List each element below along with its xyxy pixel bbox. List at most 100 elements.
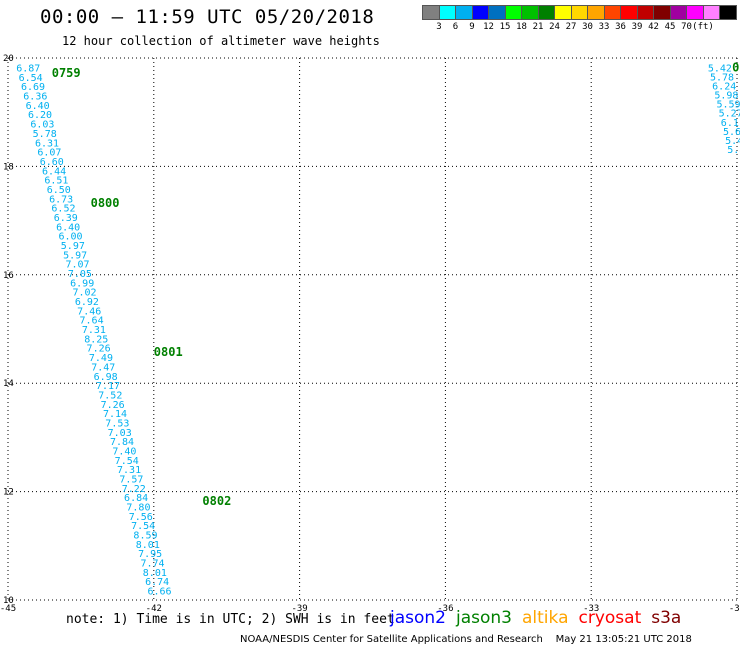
- swh-value: 6.52: [51, 204, 75, 215]
- swh-value-east: 5.59: [716, 100, 740, 111]
- swh-value: 7.57: [119, 475, 143, 486]
- swh-value: 6.98: [94, 372, 118, 383]
- satellite-label: cryosat: [578, 608, 642, 628]
- swh-value: 7.22: [122, 484, 146, 495]
- swh-value: 7.56: [129, 512, 153, 523]
- swh-value: 7.07: [65, 260, 89, 271]
- legend-tick-label: 15: [499, 22, 511, 32]
- swh-value: 7.47: [91, 362, 115, 373]
- legend-tick-label: 12: [483, 22, 494, 32]
- track-main-values: 6.876.546.696.366.406.206.035.786.316.07…: [16, 64, 171, 598]
- swh-value: 6.36: [23, 92, 47, 103]
- swh-value: 6.51: [44, 176, 68, 187]
- satellite-label: jason2: [390, 608, 446, 628]
- swh-value: 6.73: [49, 194, 73, 205]
- swh-value: 7.52: [98, 390, 122, 401]
- legend-tick-label: 70: [681, 22, 692, 32]
- chart-title: 00:00 – 11:59 UTC 05/20/2018: [40, 6, 375, 28]
- swh-value-east: 5.27: [719, 109, 740, 120]
- axis-labels: -45 -42 -39 -36 -33 -30 10 12 14 16 18 20: [0, 54, 740, 614]
- swh-value: 7.03: [108, 428, 132, 439]
- time-labels: 0759 0800 0801 0802 0: [52, 61, 740, 509]
- swh-value: 6.03: [30, 120, 54, 131]
- y-tick-label: 10: [3, 596, 14, 606]
- swh-value: 8.01: [136, 540, 160, 551]
- swh-value: 6.31: [35, 138, 59, 149]
- swh-value-east: 5.78: [710, 73, 734, 84]
- swh-value: 6.54: [19, 73, 43, 84]
- swh-value: 6.44: [42, 166, 66, 177]
- swh-value: 6.74: [145, 577, 169, 588]
- y-tick-label: 14: [3, 379, 14, 389]
- swh-value: 7.31: [117, 465, 141, 476]
- legend-tick-label: 30: [582, 22, 593, 32]
- satellite-label: altika: [522, 608, 569, 628]
- legend-tick-label: 3: [436, 22, 442, 32]
- note-text: note: 1) Time is in UTC; 2) SWH is in fe…: [66, 612, 395, 627]
- swh-value: 7.02: [72, 288, 96, 299]
- y-tick-label: 18: [3, 162, 14, 172]
- swh-value: 7.54: [131, 521, 155, 532]
- swh-value: 7.49: [89, 353, 113, 364]
- swh-value: 6.60: [40, 157, 64, 168]
- swh-value-east: 5.42: [708, 64, 732, 75]
- time-label: 0802: [202, 494, 231, 508]
- swh-value: 8.25: [84, 334, 108, 345]
- swh-value: 7.26: [87, 344, 111, 355]
- swh-value: 6.66: [147, 587, 171, 598]
- swh-value: 6.39: [54, 213, 78, 224]
- legend-tick-label: 36: [615, 22, 626, 32]
- y-tick-label: 16: [3, 271, 14, 281]
- x-tick-label: -42: [146, 604, 162, 614]
- satellite-label: jason3: [456, 608, 512, 628]
- time-label-east: 0: [732, 61, 739, 75]
- swh-value: 6.00: [58, 232, 82, 243]
- swh-value: 6.69: [21, 82, 45, 93]
- legend-tick-label: 6: [452, 22, 459, 32]
- swh-value: 6.40: [26, 101, 50, 112]
- swh-value-east: 5.98: [714, 91, 738, 102]
- x-tick-label: -33: [583, 604, 599, 614]
- swh-value: 6.50: [47, 185, 71, 196]
- swh-value-east: 6.1: [721, 118, 739, 129]
- swh-value-east: 5.6: [723, 127, 740, 138]
- credit-line: NOAA/NESDIS Center for Satellite Applica…: [240, 634, 692, 645]
- legend-tick-label: 33: [598, 22, 610, 32]
- satellite-label: s3a: [651, 608, 682, 628]
- swh-value: 8.01: [143, 568, 167, 579]
- swh-value: 6.99: [70, 278, 94, 289]
- swh-value: 6.84: [124, 493, 148, 504]
- swh-value: 6.87: [16, 64, 40, 75]
- swh-value: 7.26: [101, 400, 125, 411]
- swh-value: 7.05: [68, 269, 92, 280]
- swh-value: 7.95: [138, 549, 162, 560]
- time-label: 0801: [154, 345, 183, 359]
- satellite-legend: jason2 jason3 altika cryosat s3a: [390, 608, 691, 628]
- swh-value: 7.64: [80, 316, 104, 327]
- swh-value: 8.59: [133, 531, 157, 542]
- legend-tick-label: 45: [664, 22, 676, 32]
- y-tick-label: 12: [3, 488, 14, 498]
- swh-value: 6.40: [56, 222, 80, 233]
- time-label: 0800: [91, 196, 120, 210]
- swh-value: 7.53: [105, 418, 129, 429]
- legend-tick-label: 21: [532, 22, 544, 32]
- legend-tick-label: 18: [516, 22, 527, 32]
- swh-value: 7.84: [110, 437, 134, 448]
- swh-value: 7.17: [96, 381, 120, 392]
- swh-value: 7.40: [112, 446, 136, 457]
- y-tick-label: 20: [3, 54, 14, 64]
- swh-value-east: 6.24: [712, 82, 736, 93]
- time-label: 0759: [52, 66, 81, 80]
- swh-value-east: 5.4: [725, 136, 740, 147]
- legend-tick-label: 24: [549, 22, 560, 32]
- x-tick-label: -39: [291, 604, 307, 614]
- x-tick-label: -36: [437, 604, 453, 614]
- grid-lines: [7, 57, 738, 601]
- legend-tick-label: 27: [565, 22, 577, 32]
- legend-tick-label: 42: [648, 22, 659, 32]
- swh-value: 7.46: [77, 306, 101, 317]
- legend-tick-label: 39: [631, 22, 643, 32]
- swh-value: 7.31: [82, 325, 106, 336]
